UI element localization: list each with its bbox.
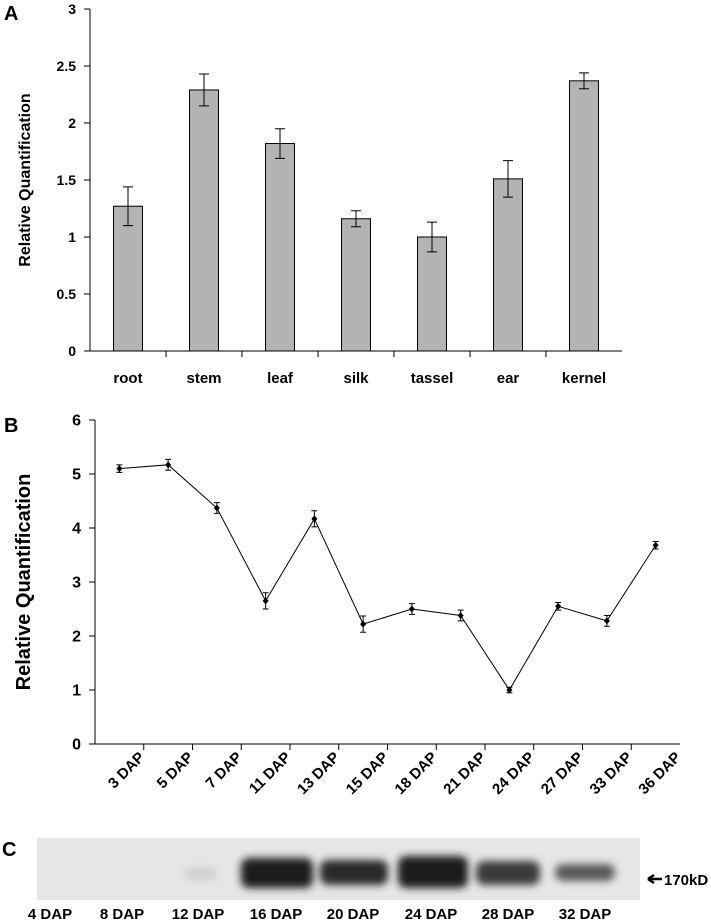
y-tick-label: 4 [72,521,81,538]
bar [493,178,523,352]
error-bar [199,73,209,107]
y-tick-label: 0 [68,343,76,359]
y-tick-label: 1.5 [57,172,77,188]
x-tick-label: root [113,370,142,387]
error-bar [123,186,133,227]
error-bar [427,221,437,253]
point [213,504,220,512]
x-tick-label: tassel [411,370,454,387]
y-tick-label: 1 [68,229,76,245]
lane-label: 20 DAP [327,906,380,923]
y-axis-label: Relative Quantification [13,474,35,691]
y-axis-label: Relative Quantification [17,93,34,266]
point [506,686,513,694]
bar [417,236,447,352]
y-tick-label: 3 [72,575,81,592]
point [262,597,269,605]
x-tick-label: 18 DAP [392,749,441,798]
bar [265,143,295,352]
x-tick-label: stem [186,370,221,387]
marker-label: 170kD [664,872,708,889]
x-tick-label: 27 DAP [538,749,587,798]
x-tick-label: 13 DAP [294,749,343,798]
x-tick-label: 15 DAP [343,749,392,798]
x-tick-label: kernel [562,370,606,387]
panel-label: C [2,839,16,861]
point [360,620,367,628]
point [116,465,123,473]
point [165,461,172,469]
x-tick-label: 7 DAP [202,749,245,792]
blot-bands [186,856,615,888]
y-tick-label: 2 [68,115,76,131]
bar [569,80,599,352]
y-tick-label: 2 [72,629,81,646]
x-tick-label: leaf [267,370,294,387]
y-tick-label: 0.5 [57,286,77,302]
x-tick-label: 36 DAP [635,749,684,798]
error-bar [351,210,361,228]
line [119,464,657,691]
lane-label: 4 DAP [28,906,72,923]
point [555,602,562,610]
bar [189,89,219,352]
lane-label: 28 DAP [482,906,535,923]
lane-label: 8 DAP [100,906,144,923]
y-tick-label: 2.5 [57,58,77,74]
x-tick-label: silk [343,370,369,387]
x-tick-label: 24 DAP [489,749,538,798]
bar [113,205,143,352]
error-bar [579,72,589,90]
point [457,611,464,619]
lane-label: 32 DAP [559,906,612,923]
panel-label: B [4,415,18,437]
x-tick-label: 3 DAP [105,749,148,792]
error-bar [275,128,285,159]
x-tick-label: 21 DAP [440,749,489,798]
point [311,515,318,523]
y-tick-label: 6 [72,413,81,430]
x-tick-label: 11 DAP [246,749,295,798]
point [408,605,415,613]
lane-label: 12 DAP [172,906,225,923]
bar [341,218,371,352]
panel-label: A [4,3,18,25]
point [603,617,610,625]
marker-arrow [647,873,662,885]
error-bar [503,160,513,198]
y-tick-label: 0 [72,737,81,754]
y-tick-label: 3 [68,1,76,17]
lane-label: 24 DAP [405,906,458,923]
x-tick-label: 33 DAP [587,749,636,798]
x-tick-label: 5 DAP [154,749,197,792]
x-tick-label: ear [497,370,520,387]
lane-label: 16 DAP [250,906,303,923]
point [652,541,659,549]
y-tick-label: 5 [72,467,81,484]
y-tick-label: 1 [72,683,81,700]
